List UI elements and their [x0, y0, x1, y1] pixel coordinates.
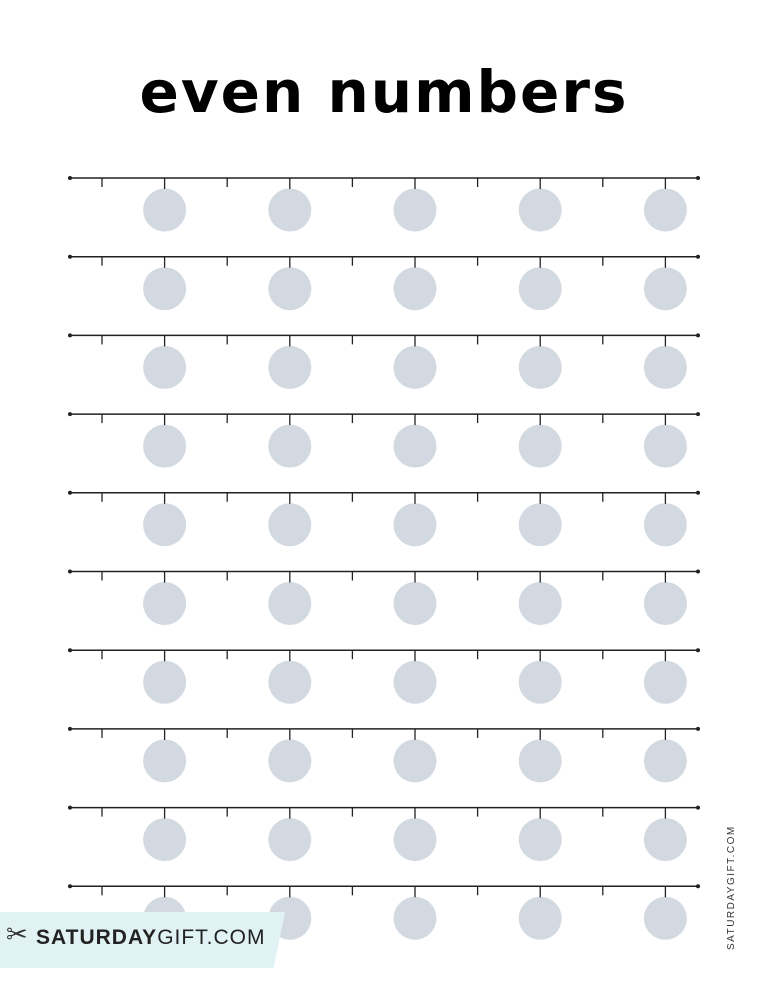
answer-circle	[143, 818, 187, 862]
line-end-dot	[696, 805, 700, 810]
answer-circle	[143, 582, 187, 625]
line-end-dot	[696, 726, 700, 731]
answer-circle	[518, 896, 562, 940]
answer-circle	[518, 424, 562, 468]
answer-circle	[268, 660, 312, 704]
answer-circle	[643, 818, 687, 862]
line-end-dot	[68, 412, 72, 417]
line-end-dot	[68, 726, 72, 731]
brand-light: GIFT.COM	[157, 926, 266, 949]
answer-circle	[643, 896, 687, 940]
page-title: even numbers	[139, 58, 629, 126]
scissors-ribbon-icon: ✂	[6, 920, 28, 950]
answer-circle	[143, 267, 187, 311]
line-end-dot	[68, 254, 72, 259]
answer-circle	[518, 345, 562, 389]
answer-circle	[518, 188, 562, 232]
line-end-dot	[696, 648, 700, 653]
brand-text: SATURDAYGIFT.COM	[36, 926, 266, 950]
answer-circle	[268, 345, 312, 389]
answer-circle	[268, 267, 312, 311]
answer-circle	[268, 582, 312, 625]
answer-circle	[643, 424, 687, 468]
line-end-dot	[68, 884, 72, 889]
answer-circle	[143, 424, 187, 468]
answer-circle	[393, 896, 437, 940]
answer-circle	[268, 818, 312, 862]
line-end-dot	[696, 884, 700, 889]
answer-circle	[518, 818, 562, 862]
line-end-dot	[696, 412, 700, 417]
answer-circle	[143, 739, 187, 783]
answer-circle	[643, 267, 687, 311]
line-end-dot	[696, 490, 700, 495]
answer-circle	[643, 345, 687, 389]
line-end-dot	[696, 176, 700, 180]
answer-circle	[518, 267, 562, 311]
answer-circle	[393, 188, 437, 232]
answer-circle	[518, 739, 562, 783]
line-end-dot	[68, 648, 72, 653]
line-end-dot	[68, 805, 72, 810]
brand-bold: SATURDAY	[36, 926, 158, 949]
answer-circle	[643, 582, 687, 625]
answer-circle	[518, 503, 562, 547]
line-end-dot	[696, 254, 700, 259]
answer-circle	[393, 267, 437, 311]
answer-circle	[393, 660, 437, 704]
line-end-dot	[68, 176, 72, 180]
answer-circle	[393, 582, 437, 625]
answer-circle	[393, 739, 437, 783]
answer-circle	[643, 503, 687, 547]
answer-circle	[143, 660, 187, 704]
answer-circle	[143, 503, 187, 547]
answer-circle	[518, 660, 562, 704]
answer-circle	[393, 818, 437, 862]
answer-circle	[268, 503, 312, 547]
line-end-dot	[68, 569, 72, 574]
answer-circle	[268, 424, 312, 468]
line-end-dot	[68, 333, 72, 338]
answer-circle	[143, 345, 187, 389]
brand-banner: ✂ SATURDAYGIFT.COM	[0, 912, 285, 968]
line-end-dot	[696, 333, 700, 338]
answer-circle	[393, 345, 437, 389]
answer-circle	[643, 188, 687, 232]
line-end-dot	[696, 569, 700, 574]
answer-circle	[393, 424, 437, 468]
line-end-dot	[68, 490, 72, 495]
answer-circle	[143, 188, 187, 232]
answer-circle	[643, 739, 687, 783]
answer-circle	[268, 188, 312, 232]
side-brand-text: SATURDAYGIFT.COM	[726, 825, 737, 950]
answer-circle	[268, 739, 312, 783]
answer-circle	[518, 582, 562, 625]
answer-circle	[393, 503, 437, 547]
answer-circle	[643, 660, 687, 704]
